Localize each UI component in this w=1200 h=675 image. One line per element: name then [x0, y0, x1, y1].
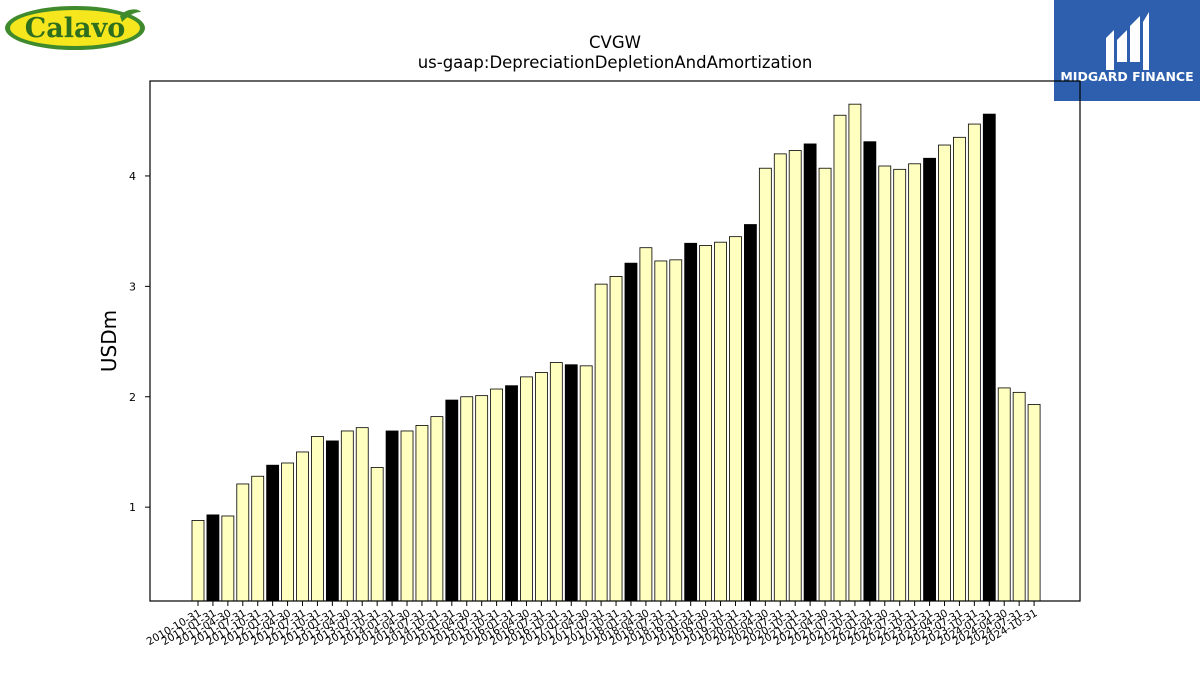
bar-2021-04-30	[818, 167, 832, 602]
bar-2017-10-31	[609, 276, 623, 602]
bar-2020-01-31	[744, 224, 757, 602]
bar-2018-01-31	[624, 262, 638, 602]
bar-2020-04-30	[758, 167, 772, 602]
bar-2012-10-31	[311, 436, 324, 602]
bar-2023-07-31	[953, 136, 966, 602]
y-axis-ticks: 1 2 3 4	[129, 170, 150, 514]
bar-2019-04-30	[699, 245, 713, 602]
bar-2014-07-31	[415, 425, 429, 602]
bar-2016-01-31	[505, 385, 518, 602]
bar-2020-07-31	[773, 153, 787, 602]
bar-2022-01-31	[863, 141, 877, 602]
midgard-mark-icon	[1106, 12, 1149, 70]
bar-2015-01-31	[445, 399, 459, 602]
y-axis-label: USDm	[97, 310, 121, 372]
bar-2018-10-31	[669, 259, 683, 602]
bar-2013-10-31	[370, 467, 384, 602]
bar-2022-10-31	[908, 163, 922, 602]
bar-2021-07-31	[833, 114, 847, 602]
bar-2014-10-31	[430, 416, 444, 602]
bar-2014-01-31	[385, 430, 399, 602]
bar-2017-04-30	[579, 365, 593, 602]
bar-2017-01-31	[564, 364, 578, 602]
bar-2011-04-30	[221, 515, 235, 602]
chart-subtitle: us-gaap:DepreciationDepletionAndAmortiza…	[418, 53, 813, 72]
bar-2013-04-30	[340, 430, 354, 602]
bar-2015-04-30	[460, 396, 474, 602]
bar-2024-07-31	[1012, 391, 1026, 602]
bar-2023-01-31	[923, 157, 936, 602]
bar-2018-07-31	[654, 260, 668, 602]
bar-2022-07-31	[893, 168, 907, 602]
bar-2016-10-31	[549, 362, 563, 602]
bar-2015-07-31	[475, 395, 489, 602]
bar-2016-04-30	[520, 376, 533, 602]
bar-2020-10-31	[788, 150, 802, 602]
bar-2013-07-31	[355, 427, 369, 602]
bar-2015-10-31	[490, 388, 504, 602]
bar-2012-04-30	[281, 462, 294, 602]
y-tick-label: 1	[129, 501, 136, 514]
bar-2024-04-30	[997, 387, 1011, 602]
bar-2021-10-31	[848, 103, 862, 602]
bar-2011-10-31	[251, 475, 265, 602]
calavo-logo: Calavo	[5, 6, 145, 50]
bar-2024-10-31	[1027, 404, 1041, 602]
bar-series	[191, 103, 1041, 602]
bar-2023-04-30	[938, 144, 951, 602]
bar-2019-10-31	[729, 236, 742, 602]
calavo-logo-fill	[10, 10, 140, 46]
midgard-finance-logo: MIDGARD FINANCE	[1054, 0, 1200, 101]
calavo-leaf-icon	[120, 9, 141, 22]
bar-2011-01-31	[206, 514, 220, 602]
chart-title: CVGW	[589, 33, 641, 52]
bar-2017-07-31	[594, 283, 608, 602]
bar-2016-07-31	[534, 372, 548, 602]
bar-2010-10-31	[191, 520, 205, 602]
bar-2023-10-31	[967, 123, 981, 602]
bar-2021-01-31	[803, 143, 817, 602]
y-tick-label: 2	[129, 391, 136, 404]
bar-2012-01-31	[266, 464, 280, 602]
bar-2019-07-31	[714, 241, 727, 602]
x-axis-ticks: 2010-10-312011-01-312011-04-302011-07-31…	[145, 601, 1040, 648]
y-tick-label: 3	[129, 280, 136, 293]
midgard-logo-text: MIDGARD FINANCE	[1060, 69, 1193, 84]
calavo-logo-text: Calavo	[25, 13, 125, 44]
y-tick-label: 4	[129, 170, 136, 183]
bar-2013-01-31	[325, 440, 339, 602]
bar-2018-04-30	[639, 247, 653, 602]
bar-2022-04-30	[878, 165, 892, 602]
bar-2011-07-31	[236, 483, 250, 602]
bar-2014-04-30	[400, 430, 414, 602]
bar-2024-01-31	[982, 113, 996, 602]
bar-2019-01-31	[684, 242, 698, 602]
plot-frame	[149, 80, 1081, 602]
bar-2012-07-31	[296, 451, 309, 602]
